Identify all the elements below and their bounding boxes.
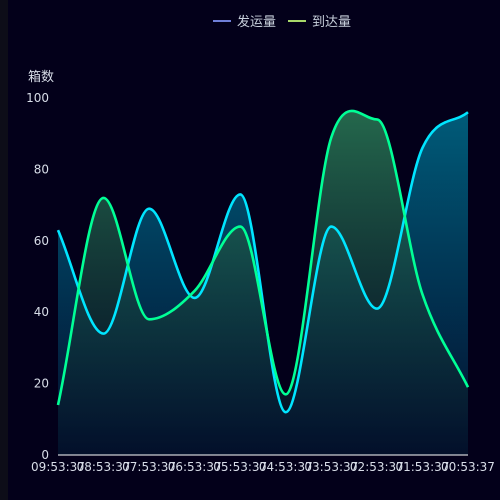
- x-tick-label: 08:53:37: [77, 460, 131, 474]
- y-tick-label: 60: [34, 234, 49, 248]
- x-tick-label: 06:53:37: [168, 460, 222, 474]
- legend-marker-arrivals: [288, 19, 307, 22]
- series-line-arrivals: [56, 109, 470, 406]
- y-tick-label: 0: [41, 448, 49, 462]
- legend-item-arrivals[interactable]: 到达量: [288, 11, 351, 30]
- legend-marker-shipments: [213, 19, 231, 22]
- legend-label-shipments: 发运量: [237, 15, 277, 30]
- y-tick-label: 40: [34, 305, 49, 319]
- x-tick-label: 00:53:37: [441, 460, 495, 474]
- x-tick-label: 01:53:37: [395, 460, 449, 474]
- x-tick-label: 02:53:37: [350, 460, 404, 474]
- y-tick-label: 80: [34, 162, 49, 176]
- y-tick-label: 20: [34, 377, 49, 391]
- y-axis-title: 箱数: [28, 69, 54, 85]
- x-tick-label: 03:53:37: [304, 460, 358, 474]
- x-tick-label: 09:53:37: [31, 460, 85, 474]
- x-tick-label: 04:53:37: [259, 460, 313, 474]
- y-tick-label: 100: [26, 91, 49, 105]
- legend-label-arrivals: 到达量: [312, 15, 352, 30]
- legend: 发运量 到达量: [213, 11, 351, 30]
- legend-item-shipments[interactable]: 发运量: [213, 11, 276, 30]
- x-tick-label: 05:53:37: [213, 460, 267, 474]
- x-tick-label: 07:53:37: [122, 460, 176, 474]
- area-arrivals: [58, 110, 468, 456]
- left-edge-strip: [0, 0, 8, 500]
